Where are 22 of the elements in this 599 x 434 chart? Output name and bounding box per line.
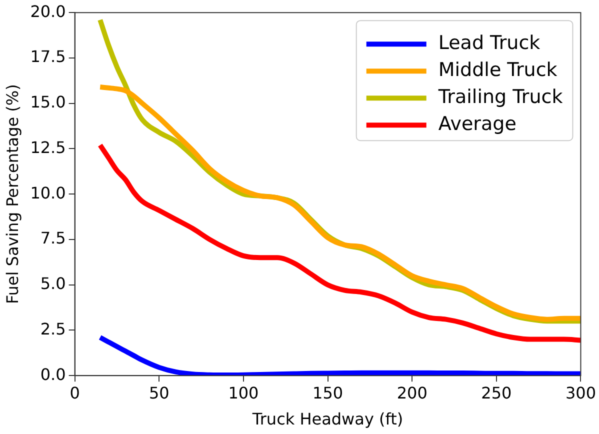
legend-label: Lead Truck xyxy=(438,32,540,54)
legend-label: Middle Truck xyxy=(438,59,558,82)
x-tick-label: 300 xyxy=(565,383,596,402)
y-axis-title: Fuel Saving Percentage (%) xyxy=(2,84,22,304)
y-tick-label: 12.5 xyxy=(30,138,66,157)
y-tick-label: 15.0 xyxy=(30,92,66,112)
x-tick-label: 200 xyxy=(396,383,428,402)
x-axis-title: Truck Headway (ft) xyxy=(251,410,404,429)
x-tick-label: 250 xyxy=(481,383,512,402)
y-tick-label: 7.5 xyxy=(40,228,66,248)
y-tick-label: 20.0 xyxy=(30,2,66,21)
x-tick-label: 0 xyxy=(70,383,80,402)
x-tick-label: 100 xyxy=(228,383,259,402)
y-tick-label: 5.0 xyxy=(40,274,66,294)
x-tick-label: 150 xyxy=(312,383,344,402)
x-tick-label: 50 xyxy=(148,383,170,402)
y-tick-label: 2.5 xyxy=(40,319,66,338)
y-tick-label: 10.0 xyxy=(30,183,66,202)
y-tick-label: 17.5 xyxy=(30,47,66,66)
legend-label: Average xyxy=(438,113,516,136)
legend-label: Trailing Truck xyxy=(437,86,563,108)
y-tick-label: 0.0 xyxy=(40,364,66,384)
